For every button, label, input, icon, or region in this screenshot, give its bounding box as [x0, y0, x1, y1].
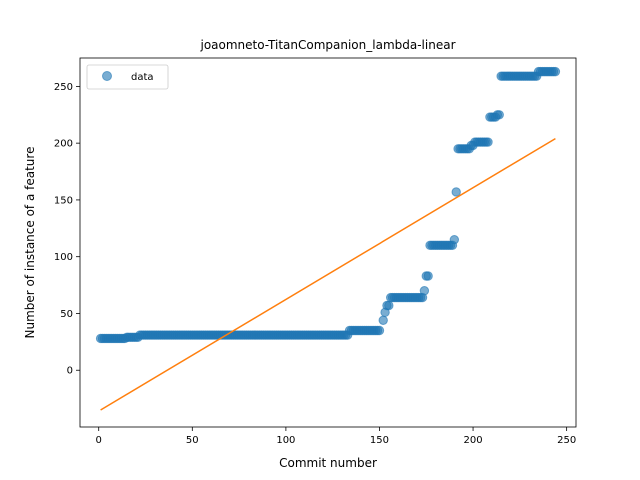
data-point [550, 66, 561, 77]
x-tick-label: 0 [96, 435, 102, 446]
y-tick-label: 0 [67, 366, 73, 377]
y-tick-label: 250 [54, 82, 73, 93]
data-point [384, 300, 394, 311]
y-tick-label: 100 [54, 252, 73, 263]
data-point [483, 137, 493, 147]
legend-label-data: data [131, 72, 154, 83]
x-tick-label: 200 [464, 435, 483, 446]
data-point [374, 325, 385, 336]
data-point [423, 271, 433, 281]
data-point [419, 286, 430, 296]
y-tick-label: 150 [54, 195, 73, 206]
y-axis-label: Number of instance of a feature [23, 147, 37, 339]
y-tick-label: 50 [60, 309, 73, 320]
data-point [449, 234, 460, 245]
x-axis: 0 50 100 150 200 250 [96, 427, 576, 446]
fit-line [100, 137, 556, 411]
legend-marker-data [102, 71, 112, 81]
data-point [378, 315, 388, 325]
legend-box [86, 64, 169, 90]
y-axis: 0 50 100 150 200 250 [54, 82, 80, 377]
y-tick-label: 200 [54, 139, 73, 150]
plot-area: 0 50 100 150 200 250 0 50 100 150 200 250 [54, 57, 577, 446]
data-point [494, 110, 504, 120]
axes-frame [79, 57, 577, 428]
chart-title: joaomneto-TitanCompanion_lambda-linear [199, 38, 455, 52]
data-marks [95, 66, 561, 411]
x-tick-label: 50 [186, 435, 199, 446]
legend: data [86, 64, 169, 90]
x-tick-label: 250 [557, 435, 576, 446]
x-tick-label: 150 [370, 435, 389, 446]
x-tick-label: 100 [276, 435, 295, 446]
x-axis-label: Commit number [279, 456, 377, 470]
data-point [451, 187, 461, 197]
